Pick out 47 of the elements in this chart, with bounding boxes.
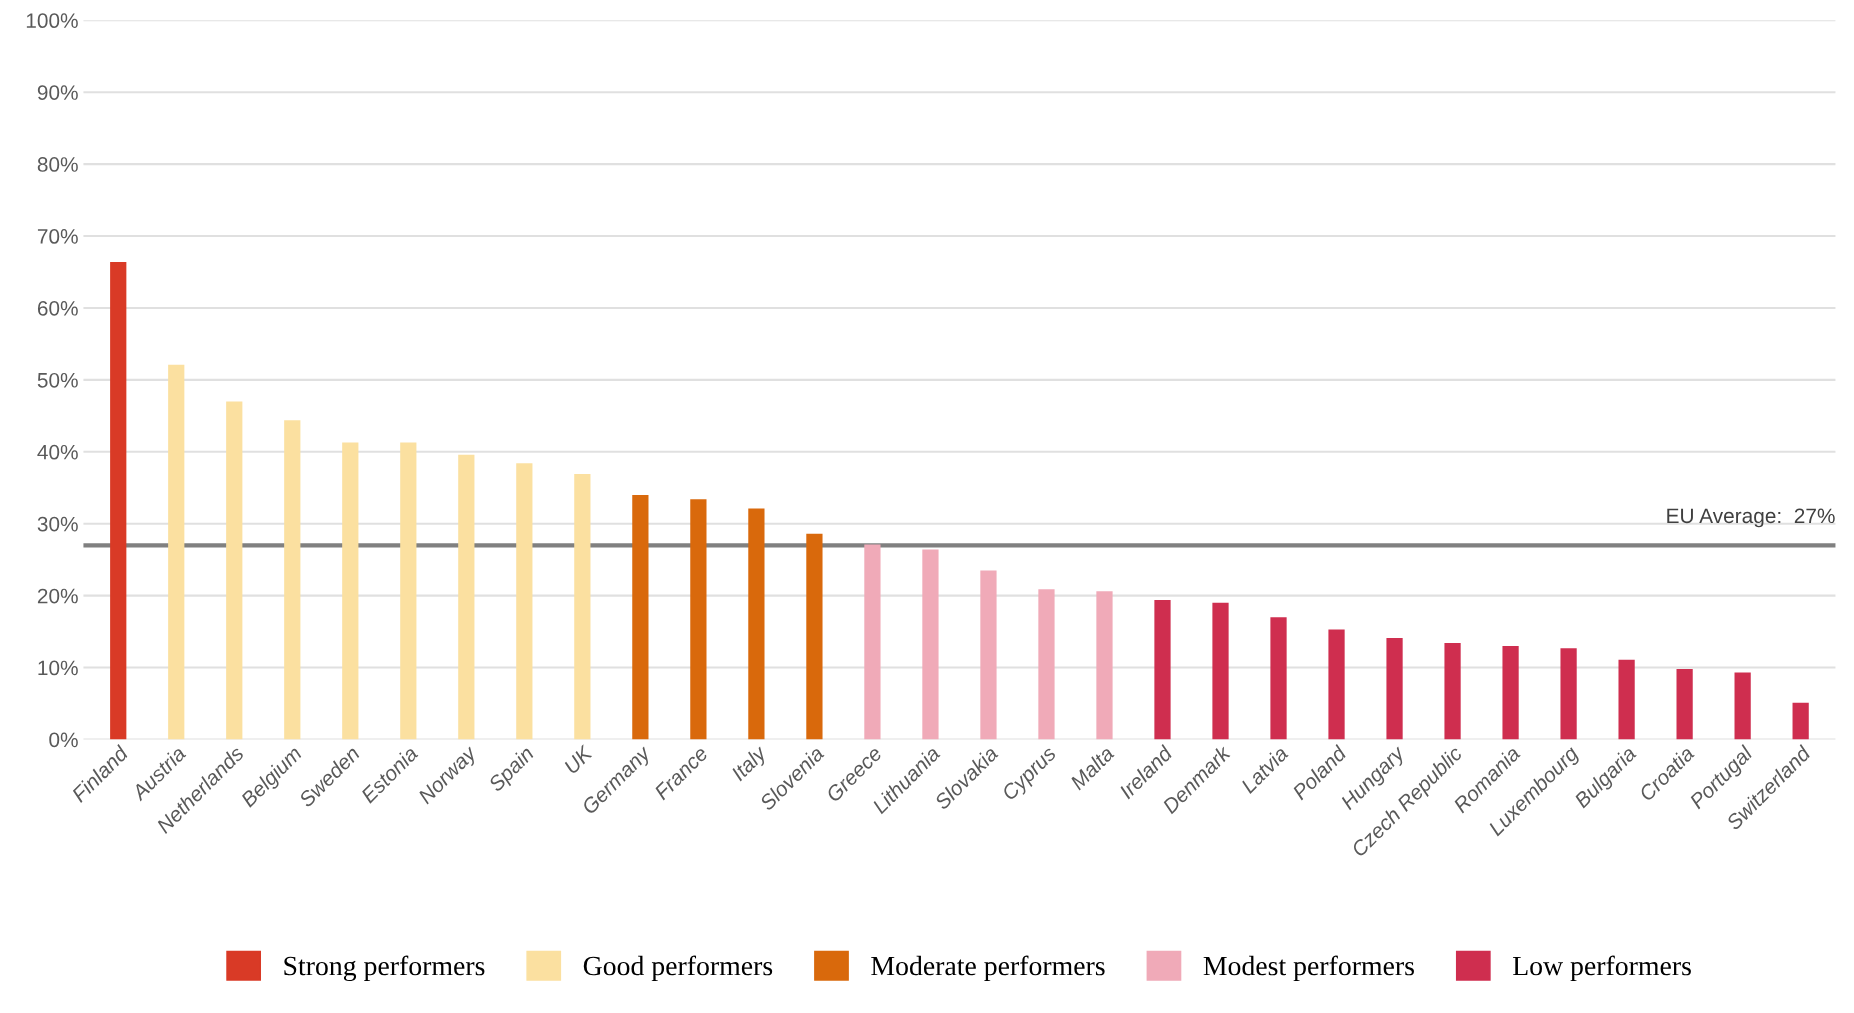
y-tick-label: 60% bbox=[37, 300, 78, 316]
bar bbox=[1270, 617, 1287, 740]
legend-label: Strong performers bbox=[284, 955, 485, 982]
y-tick-label: 50% bbox=[37, 372, 78, 388]
bar bbox=[1792, 702, 1809, 740]
bar bbox=[1096, 591, 1113, 740]
y-tick-label: 100% bbox=[26, 13, 78, 29]
bar bbox=[284, 420, 301, 740]
legend-label: Moderate performers bbox=[871, 955, 1105, 982]
y-tick-label: 30% bbox=[37, 516, 78, 532]
legend-label: Modest performers bbox=[1203, 955, 1414, 982]
ref-line-label: EU Average: 27% bbox=[1667, 508, 1835, 528]
bar bbox=[1676, 669, 1693, 740]
bar bbox=[690, 499, 707, 740]
bar bbox=[168, 364, 185, 740]
bar bbox=[400, 442, 417, 740]
legend-label: Good performers bbox=[583, 955, 773, 982]
bar bbox=[1212, 602, 1229, 740]
bar bbox=[110, 261, 127, 740]
bar bbox=[1154, 599, 1171, 740]
bar bbox=[458, 454, 475, 740]
x-tick-label: Italy bbox=[729, 743, 771, 785]
y-tick-label: 80% bbox=[37, 157, 78, 172]
y-tick-label: 90% bbox=[37, 85, 78, 100]
bar bbox=[1444, 643, 1461, 740]
bar bbox=[1038, 589, 1055, 740]
bar bbox=[1618, 659, 1635, 740]
bar bbox=[922, 549, 939, 740]
bar bbox=[1328, 629, 1345, 740]
bar bbox=[574, 474, 591, 740]
bar bbox=[342, 442, 359, 740]
bar bbox=[1386, 638, 1403, 740]
y-tick-label: 20% bbox=[37, 588, 78, 604]
bar bbox=[1502, 645, 1519, 740]
bar bbox=[516, 463, 533, 740]
bar bbox=[1560, 648, 1577, 740]
bar bbox=[1734, 672, 1751, 740]
bar bbox=[806, 533, 823, 740]
bar bbox=[980, 570, 997, 740]
bar bbox=[748, 508, 765, 740]
legend-label: Low performers bbox=[1513, 955, 1691, 982]
y-tick-label: 10% bbox=[38, 660, 78, 676]
y-tick-label: 40% bbox=[37, 444, 78, 460]
bar bbox=[226, 401, 243, 740]
y-tick-label: 70% bbox=[37, 229, 78, 244]
bar bbox=[632, 494, 649, 740]
bar bbox=[864, 544, 881, 740]
